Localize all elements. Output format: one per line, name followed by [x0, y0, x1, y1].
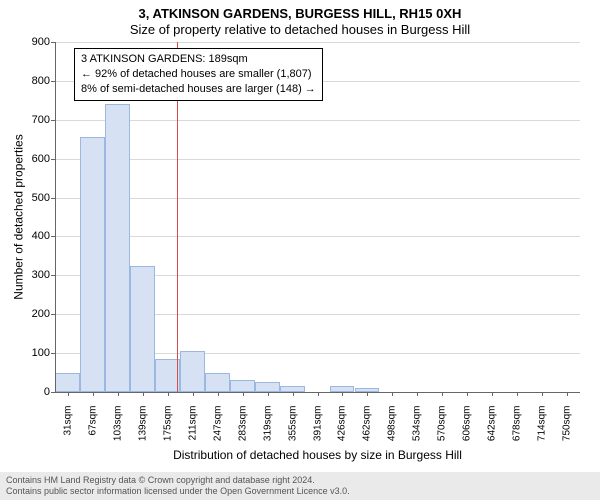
histogram-bar — [80, 137, 104, 392]
footer-line1: Contains HM Land Registry data © Crown c… — [6, 475, 594, 486]
x-tick-label: 139sqm — [137, 406, 148, 456]
grid-line — [55, 236, 580, 237]
annotation-line3: 8% of semi-detached houses are larger (1… — [81, 82, 316, 97]
x-tick-mark — [367, 392, 368, 396]
annotation-line2: ← 92% of detached houses are smaller (1,… — [81, 67, 316, 82]
x-tick-label: 714sqm — [536, 406, 547, 456]
grid-line — [55, 42, 580, 43]
footer-line2: Contains public sector information licen… — [6, 486, 594, 497]
grid-line — [55, 198, 580, 199]
y-tick-label: 400 — [10, 230, 50, 242]
histogram-bar — [205, 373, 229, 392]
y-axis-line — [55, 42, 56, 392]
x-tick-mark — [193, 392, 194, 396]
y-tick-label: 900 — [10, 36, 50, 48]
x-tick-mark — [293, 392, 294, 396]
x-tick-mark — [567, 392, 568, 396]
y-tick-mark — [51, 198, 55, 199]
x-tick-label: 247sqm — [212, 406, 223, 456]
x-tick-mark — [392, 392, 393, 396]
histogram-bar — [130, 266, 154, 392]
y-tick-label: 300 — [10, 269, 50, 281]
histogram-bar — [180, 351, 204, 392]
y-axis-label-wrap: Number of detached properties — [12, 42, 26, 392]
x-tick-mark — [442, 392, 443, 396]
x-tick-mark — [68, 392, 69, 396]
annotation-line1: 3 ATKINSON GARDENS: 189sqm — [81, 52, 316, 67]
y-tick-mark — [51, 353, 55, 354]
x-tick-label: 534sqm — [411, 406, 422, 456]
y-tick-mark — [51, 42, 55, 43]
x-tick-label: 391sqm — [312, 406, 323, 456]
footer: Contains HM Land Registry data © Crown c… — [0, 472, 600, 500]
x-tick-mark — [93, 392, 94, 396]
y-tick-mark — [51, 159, 55, 160]
y-tick-mark — [51, 314, 55, 315]
x-tick-label: 355sqm — [287, 406, 298, 456]
x-tick-label: 103sqm — [112, 406, 123, 456]
annotation-box: 3 ATKINSON GARDENS: 189sqm ← 92% of deta… — [74, 48, 323, 101]
x-tick-mark — [342, 392, 343, 396]
x-tick-label: 498sqm — [386, 406, 397, 456]
x-tick-label: 462sqm — [361, 406, 372, 456]
y-tick-label: 100 — [10, 347, 50, 359]
x-tick-mark — [467, 392, 468, 396]
y-tick-mark — [51, 120, 55, 121]
chart-subtitle: Size of property relative to detached ho… — [0, 22, 600, 37]
x-tick-label: 283sqm — [237, 406, 248, 456]
x-tick-mark — [268, 392, 269, 396]
x-tick-label: 642sqm — [486, 406, 497, 456]
y-tick-label: 0 — [10, 386, 50, 398]
x-tick-mark — [218, 392, 219, 396]
y-tick-label: 500 — [10, 192, 50, 204]
y-tick-label: 200 — [10, 308, 50, 320]
x-tick-mark — [118, 392, 119, 396]
grid-line — [55, 120, 580, 121]
x-tick-label: 570sqm — [436, 406, 447, 456]
y-tick-mark — [51, 81, 55, 82]
histogram-bar — [55, 373, 79, 392]
grid-line — [55, 159, 580, 160]
x-tick-mark — [517, 392, 518, 396]
x-tick-label: 319sqm — [262, 406, 273, 456]
histogram-bar — [105, 104, 129, 392]
x-tick-label: 211sqm — [187, 406, 198, 456]
y-tick-label: 700 — [10, 114, 50, 126]
x-tick-mark — [318, 392, 319, 396]
x-tick-mark — [143, 392, 144, 396]
y-tick-mark — [51, 236, 55, 237]
histogram-bar — [255, 382, 279, 392]
histogram-bar — [230, 380, 254, 392]
y-tick-label: 800 — [10, 75, 50, 87]
x-tick-label: 67sqm — [87, 406, 98, 456]
x-tick-mark — [168, 392, 169, 396]
chart-container: 3, ATKINSON GARDENS, BURGESS HILL, RH15 … — [0, 0, 600, 500]
x-tick-mark — [542, 392, 543, 396]
chart-title-address: 3, ATKINSON GARDENS, BURGESS HILL, RH15 … — [0, 6, 600, 21]
y-tick-label: 600 — [10, 153, 50, 165]
y-tick-mark — [51, 275, 55, 276]
x-tick-mark — [492, 392, 493, 396]
x-tick-label: 606sqm — [461, 406, 472, 456]
x-tick-label: 426sqm — [336, 406, 347, 456]
x-tick-label: 175sqm — [162, 406, 173, 456]
x-tick-mark — [243, 392, 244, 396]
x-tick-label: 750sqm — [561, 406, 572, 456]
histogram-bar — [155, 359, 179, 392]
x-tick-mark — [417, 392, 418, 396]
y-tick-mark — [51, 392, 55, 393]
x-tick-label: 31sqm — [62, 406, 73, 456]
x-tick-label: 678sqm — [511, 406, 522, 456]
